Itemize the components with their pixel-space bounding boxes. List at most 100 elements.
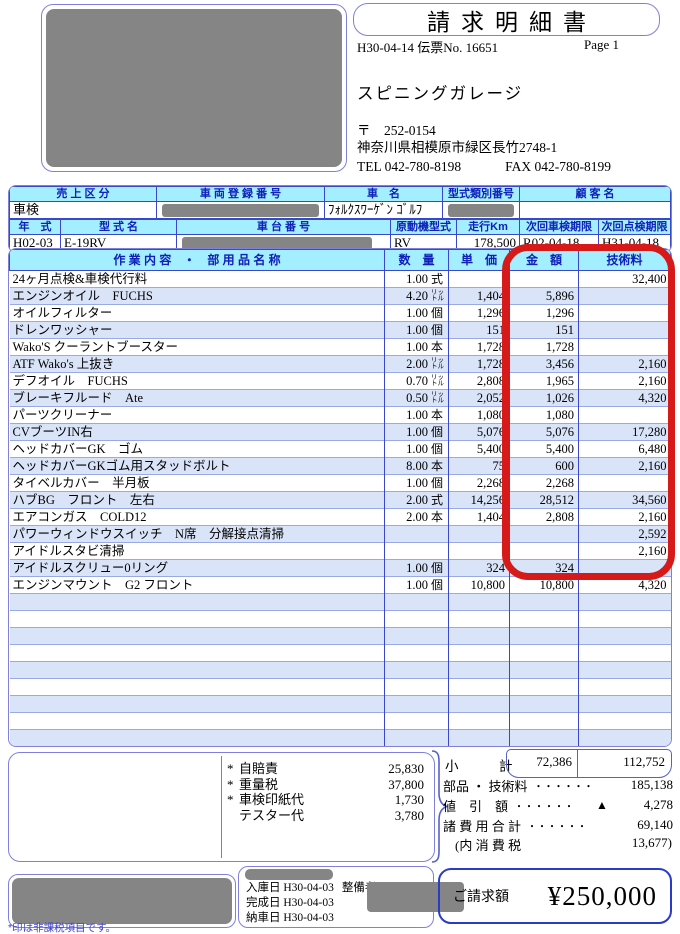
cell-labor-fee xyxy=(578,695,671,713)
date-line-delivery: 納車日 H30-04-03 xyxy=(246,912,334,924)
header-amount: 金 額 xyxy=(509,249,579,271)
fee-row: * 自賠責 25,830 xyxy=(227,761,424,777)
cell-amount xyxy=(509,712,579,730)
cell-unit-price: 2,052 xyxy=(448,389,510,407)
cell-quantity xyxy=(384,627,449,645)
table-row: ヘッドカバーGKゴム用スタッドボルト 8.00 本 75 600 2,160 xyxy=(9,457,671,475)
cell-work-name: 24ヶ月点検&車検代行料 xyxy=(9,270,385,288)
cell-amount: 2,268 xyxy=(509,474,579,492)
cell-labor-fee xyxy=(578,559,671,577)
header-next-inspection-shaken: 次回車検期限 xyxy=(519,219,599,235)
cell-unit-price: 1,080 xyxy=(448,406,510,424)
tax-label: (内 消 費 税 xyxy=(455,838,522,853)
header-type-class-number: 型式類別番号 xyxy=(442,186,520,202)
fee-row: * 重量税 37,800 xyxy=(227,777,424,793)
cell-work-name xyxy=(9,678,385,696)
cell-work-name: アイドルスタビ清掃 xyxy=(9,542,385,560)
cell-amount xyxy=(509,695,579,713)
cell-work-name: エアコンガス COLD12 xyxy=(9,508,385,526)
cell-amount xyxy=(509,729,579,746)
cell-work-name: Wako'S クーラントブースター xyxy=(9,338,385,356)
header-quantity: 数 量 xyxy=(384,249,449,271)
page-title: 請求明細書 xyxy=(427,9,597,35)
statutory-fees-box: * 自賠責 25,830 * 重量税 37,800 * 車検印紙代 1,730 … xyxy=(8,752,435,862)
table-row xyxy=(9,661,671,679)
cell-labor-fee xyxy=(578,678,671,696)
table-row: アイドルスタビ清掃 2,160 xyxy=(9,542,671,560)
cell-unit-price: 5,076 xyxy=(448,423,510,441)
table-row: CVブーツIN右 1.00 個 5,076 5,076 17,280 xyxy=(9,423,671,441)
minus-triangle-mark: ▲ xyxy=(596,797,608,812)
table-row: ドレンワッシャー 1.00 個 151 151 xyxy=(9,321,671,339)
cell-work-name xyxy=(9,610,385,628)
subtotal-labor-fee: 112,752 xyxy=(623,754,665,769)
cell-work-name: ブレーキフルード Ate xyxy=(9,389,385,407)
header-customer-name: 顧 客 名 xyxy=(519,186,671,202)
cell-labor-fee: 4,320 xyxy=(578,576,671,594)
cell-work-name xyxy=(9,712,385,730)
cell-quantity: 1.00 個 xyxy=(384,576,449,594)
cell-work-name: ヘッドカバーGK ゴム xyxy=(9,440,385,458)
fee-label: 自賠責 xyxy=(239,761,279,776)
table-row: ブレーキフルード Ate 0.50 リッ トル 2,052 1,026 4,320 xyxy=(9,389,671,407)
cell-unit-price: 14,256 xyxy=(448,491,510,509)
table-row xyxy=(9,627,671,645)
summary-lines: 部品 ・ 技術料 ・・・・・・ 185,138 値 引 額 ・・・・・・ ▲ 4… xyxy=(443,775,673,835)
cell-unit-price xyxy=(448,593,510,611)
cell-amount xyxy=(509,627,579,645)
table-row xyxy=(9,593,671,611)
cell-work-name: アイドルスクリュー0リング xyxy=(9,559,385,577)
cell-quantity xyxy=(384,729,449,746)
cell-unit-price xyxy=(448,661,510,679)
cell-amount: 5,400 xyxy=(509,440,579,458)
cell-amount xyxy=(509,593,579,611)
recipient-redaction-box xyxy=(41,4,347,172)
cell-unit-price: 2,808 xyxy=(448,372,510,390)
fee-value: 25,830 xyxy=(388,761,424,776)
non-taxable-mark: * xyxy=(227,761,234,776)
header-car-name: 車 名 xyxy=(324,186,443,202)
cell-unit-price: 1,404 xyxy=(448,287,510,305)
cell-unit-price: 75 xyxy=(448,457,510,475)
cell-work-name xyxy=(9,627,385,645)
dotted-leader: ・・・・・・ xyxy=(514,801,575,813)
cell-quantity xyxy=(384,695,449,713)
fee-row: テスター代 3,780 xyxy=(227,808,424,824)
table-row: パーツクリーナー 1.00 本 1,080 1,080 xyxy=(9,406,671,424)
vehicle-info-row1: 売 上 区 分 車 両 登 録 番 号 車 名 型式類別番号 顧 客 名 車検 … xyxy=(9,186,671,219)
cell-labor-fee xyxy=(578,304,671,322)
cell-labor-fee xyxy=(578,661,671,679)
summary-line: 諸 費 用 合 計 ・・・・・・ 69,140 xyxy=(443,815,673,835)
cell-labor-fee: 2,160 xyxy=(578,372,671,390)
table-row xyxy=(9,610,671,628)
cell-labor-fee: 4,320 xyxy=(578,389,671,407)
cell-unit-price xyxy=(448,729,510,746)
cell-quantity: 1.00 個 xyxy=(384,321,449,339)
table-row: エンジンオイル FUCHS 4.20 リッ トル 1,404 5,896 xyxy=(9,287,671,305)
shop-address: 神奈川県相模原市緑区長竹2748-1 xyxy=(357,140,558,155)
cell-labor-fee xyxy=(578,593,671,611)
cell-work-name xyxy=(9,593,385,611)
cell-work-name xyxy=(9,644,385,662)
header-registration-number: 車 両 登 録 番 号 xyxy=(156,186,325,202)
cell-quantity: 0.50 リッ トル xyxy=(384,389,449,407)
summary-label: 値 引 額 xyxy=(443,798,509,814)
cell-quantity: 1.00 個 xyxy=(384,474,449,492)
vehicle-info-row2: 年 式 型 式 名 車 台 番 号 原動機型式 走行Km 次回車検期限 次回点検… xyxy=(9,219,671,252)
cell-labor-fee: 6,480 xyxy=(578,440,671,458)
billing-amount: ¥250,000 xyxy=(547,880,657,911)
cell-work-name: CVブーツIN右 xyxy=(9,423,385,441)
table-row: エアコンガス COLD12 2.00 本 1,404 2,808 2,160 xyxy=(9,508,671,526)
table-row xyxy=(9,644,671,662)
table-row: Wako'S クーラントブースター 1.00 本 1,728 1,728 xyxy=(9,338,671,356)
table-row: デフオイル FUCHS 0.70 リッ トル 2,808 1,965 2,160 xyxy=(9,372,671,390)
date-line-in: 入庫日 H30-04-03 整備者 xyxy=(246,882,377,894)
table-row xyxy=(9,712,671,730)
cell-unit-price: 2,268 xyxy=(448,474,510,492)
cell-work-name: ハブBG フロント 左右 xyxy=(9,491,385,509)
table-row: ハブBG フロント 左右 2.00 式 14,256 28,512 34,560 xyxy=(9,491,671,509)
table-row: ATF Wako's 上抜き 2.00 リッ トル 1,728 3,456 2,16… xyxy=(9,355,671,373)
cell-quantity: 1.00 本 xyxy=(384,406,449,424)
cell-quantity xyxy=(384,661,449,679)
dotted-leader: ・・・・・・ xyxy=(533,781,594,793)
